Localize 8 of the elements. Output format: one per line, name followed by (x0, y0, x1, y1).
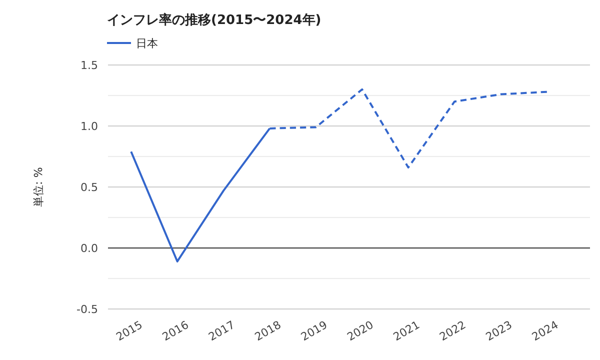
chart-title: インフレ率の推移(2015〜2024年) (107, 12, 322, 28)
y-tick-label: 0.5 (80, 181, 98, 194)
y-axis-title: 単位: % (32, 167, 45, 207)
y-tick-label: -0.5 (76, 303, 98, 316)
y-tick-label: 1.0 (80, 120, 98, 133)
y-tick-label: 0.0 (80, 242, 98, 255)
legend-label: 日本 (136, 37, 158, 50)
y-tick-label: 1.5 (80, 59, 98, 72)
